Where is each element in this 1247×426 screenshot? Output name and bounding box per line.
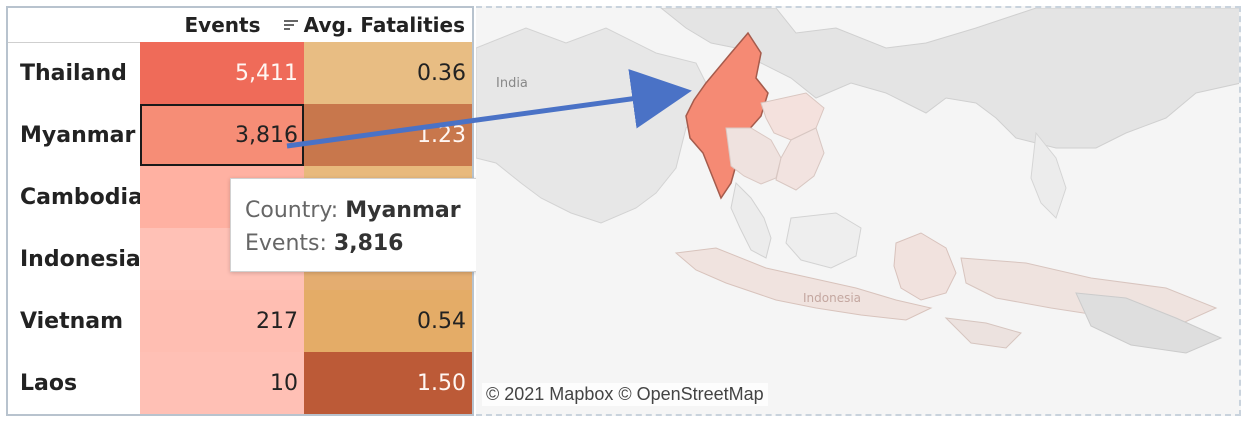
table-row-laos[interactable]: Laos 10 1.50 bbox=[8, 352, 472, 414]
country-label: Myanmar bbox=[20, 122, 136, 148]
events-header[interactable]: Events bbox=[184, 13, 261, 37]
avg-fatalities-cell[interactable]: 1.23 bbox=[304, 104, 472, 166]
india-map-label: India bbox=[496, 76, 528, 91]
tooltip-country-label: Country: bbox=[245, 198, 339, 223]
country-label: Cambodia bbox=[20, 184, 143, 210]
avg-fatalities-header-label: Avg. Fatalities bbox=[303, 13, 465, 37]
avg-fatalities-header[interactable]: Avg. Fatalities bbox=[280, 8, 465, 42]
events-cell[interactable]: 10 bbox=[140, 352, 304, 414]
country-label: Vietnam bbox=[20, 308, 124, 334]
indonesia-map-label: Indonesia bbox=[803, 291, 862, 305]
country-label: Indonesia bbox=[20, 246, 141, 272]
southeast-asia-map[interactable] bbox=[476, 8, 1241, 416]
tooltip-events-line: Events: 3,816 bbox=[245, 227, 465, 260]
country-tooltip: Country: Myanmar Events: 3,816 bbox=[230, 178, 480, 272]
country-label: Thailand bbox=[20, 60, 127, 86]
sort-icon[interactable] bbox=[283, 19, 298, 31]
avg-fatalities-cell[interactable]: 0.54 bbox=[304, 290, 472, 352]
avg-fatalities-cell[interactable]: 1.50 bbox=[304, 352, 472, 414]
table-header: Events Avg. Fatalities bbox=[8, 8, 472, 43]
tooltip-country-value: Myanmar bbox=[345, 198, 461, 223]
tooltip-events-value: 3,816 bbox=[333, 231, 404, 256]
avg-fatalities-cell[interactable]: 0.36 bbox=[304, 42, 472, 104]
tooltip-events-label: Events: bbox=[245, 231, 327, 256]
table-row-vietnam[interactable]: Vietnam 217 0.54 bbox=[8, 290, 472, 352]
events-cell[interactable]: 217 bbox=[140, 290, 304, 352]
country-label: Laos bbox=[20, 370, 78, 396]
country-table-panel: Events Avg. Fatalities Thailand 5,411 0.… bbox=[6, 6, 480, 416]
events-cell-selected[interactable]: 3,816 bbox=[140, 104, 304, 166]
map-attribution[interactable]: © 2021 Mapbox © OpenStreetMap bbox=[482, 383, 768, 406]
table-row-thailand[interactable]: Thailand 5,411 0.36 bbox=[8, 42, 472, 104]
map-panel[interactable]: India Indonesia © 2021 Mapbox © OpenStre… bbox=[476, 6, 1241, 416]
events-cell[interactable]: 5,411 bbox=[140, 42, 304, 104]
tooltip-country-line: Country: Myanmar bbox=[245, 194, 465, 227]
table-row-myanmar[interactable]: Myanmar 3,816 1.23 bbox=[8, 104, 472, 166]
